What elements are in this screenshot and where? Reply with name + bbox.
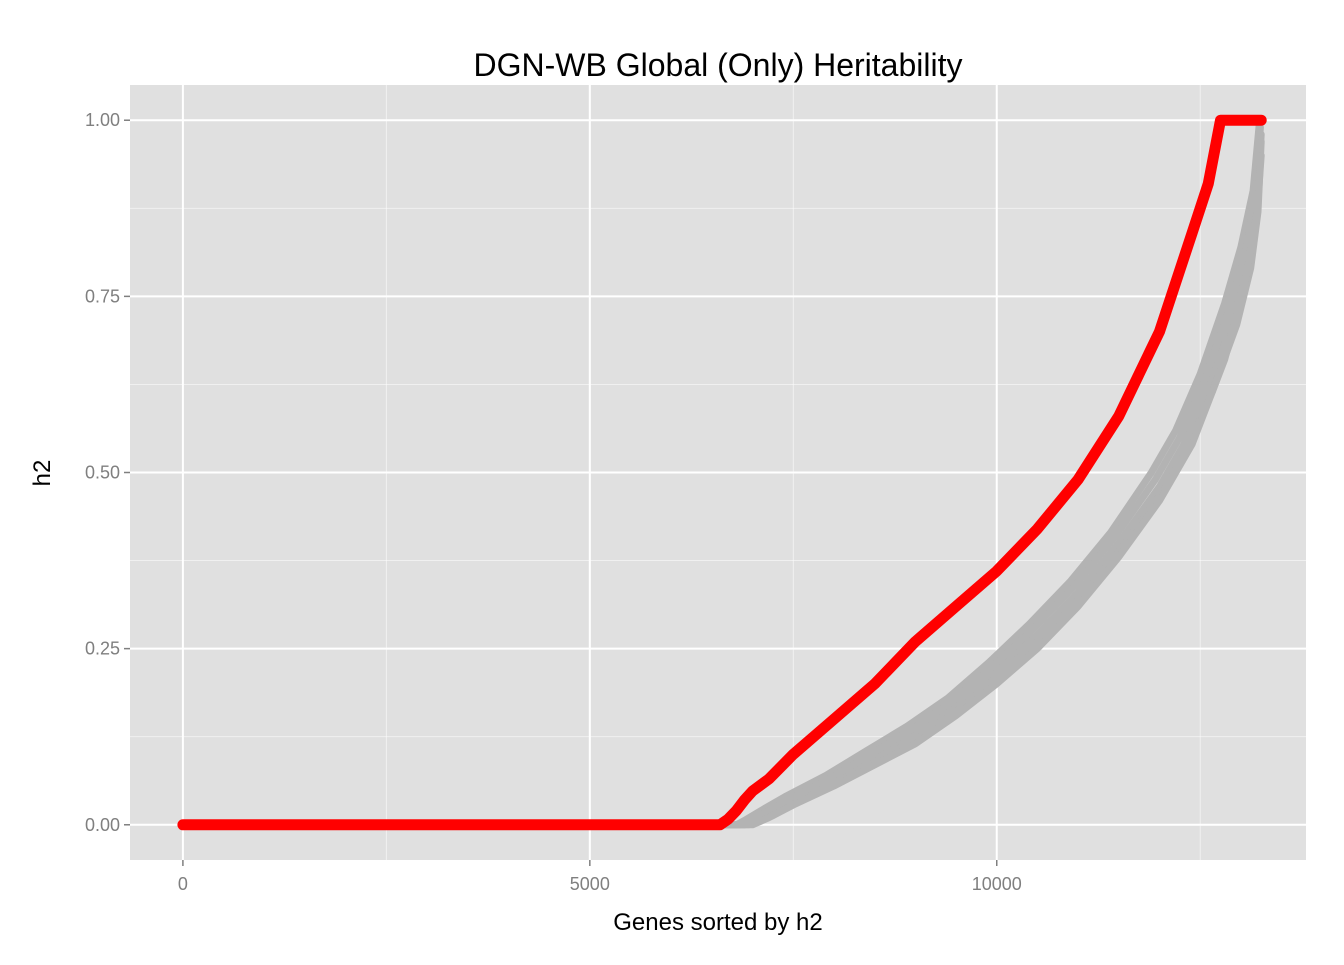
x-axis: 0 5000 10000 <box>178 860 1022 894</box>
y-tick-label: 0.25 <box>85 639 120 659</box>
observed-h2-line <box>177 114 1267 831</box>
permuted-h2-line <box>179 152 1265 829</box>
y-tick-label: 0.50 <box>85 463 120 483</box>
x-axis-title: Genes sorted by h2 <box>613 909 822 936</box>
y-tick-label: 0.00 <box>85 815 120 835</box>
y-tick-label: 1.00 <box>85 110 120 130</box>
y-tick-label: 0.75 <box>85 286 120 306</box>
y-axis: 0.00 0.25 0.50 0.75 1.00 <box>85 110 130 835</box>
x-tick-label: 10000 <box>972 874 1022 894</box>
y-axis-title: h2 <box>29 460 56 487</box>
chart-title: DGN-WB Global (Only) Heritability <box>474 47 963 83</box>
x-tick-label: 0 <box>178 874 188 894</box>
x-tick-label: 5000 <box>570 874 610 894</box>
series-layer <box>177 114 1267 831</box>
permuted-h2-line <box>179 116 1264 829</box>
permuted-h2-line <box>179 123 1264 829</box>
